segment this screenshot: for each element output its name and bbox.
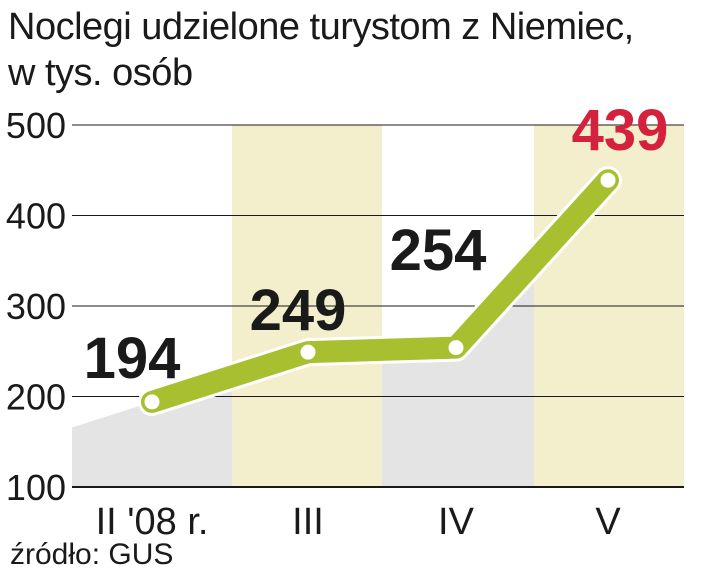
y-tick-label: 200 [6,377,66,418]
y-tick-label: 100 [6,467,66,508]
data-points [141,169,619,413]
data-point [597,169,619,191]
y-axis-ticks: 100 200 300 400 500 [6,105,66,508]
data-label: 439 [572,98,669,163]
source-note: źródło: GUS [10,538,174,571]
gridlines [72,124,684,488]
data-label: 194 [84,326,181,391]
data-labels: 194 249 254 439 [84,98,669,391]
x-tick-label: IV [438,501,475,543]
chart-subtitle: w tys. osób [8,52,193,94]
chart-title-block: Noclegi udzielone turystom z Niemiec, w … [8,4,714,96]
y-tick-label: 500 [6,105,66,146]
data-point [297,341,319,363]
data-label: 254 [390,218,487,283]
data-point [141,391,163,413]
data-point [445,337,467,359]
data-label: 249 [250,278,347,343]
x-axis-ticks: II '08 r. III IV V [96,501,622,543]
series-line [138,166,622,416]
series-line-path [141,169,619,413]
x-tick-label: II '08 r. [96,501,209,543]
x-tick-label: III [292,501,324,543]
y-tick-label: 400 [6,196,66,237]
y-tick-label: 300 [6,286,66,327]
chart-title: Noclegi udzielone turystom z Niemiec, [8,6,634,48]
x-tick-label: V [595,501,621,543]
